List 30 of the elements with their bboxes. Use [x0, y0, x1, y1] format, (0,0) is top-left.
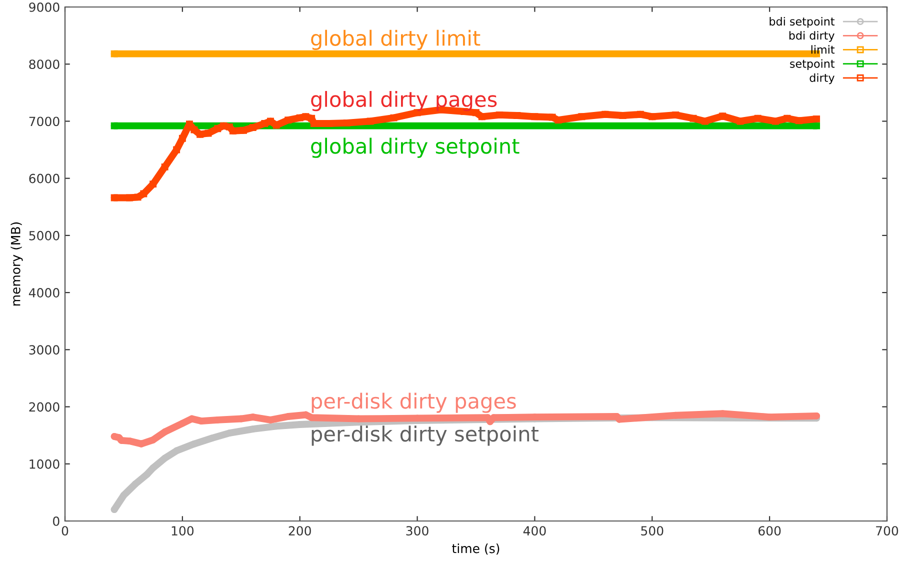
x-tick-label: 400	[523, 526, 546, 536]
x-tick-label: 500	[641, 526, 664, 536]
y-tick-label: 9000	[29, 2, 60, 12]
y-tick-label: 6000	[29, 174, 60, 184]
legend-label: limit	[811, 45, 835, 54]
legend-label: bdi setpoint	[770, 17, 835, 28]
x-tick-label: 300	[406, 526, 428, 536]
x-axis-title: time (s)	[452, 544, 500, 555]
x-tick-label: 0	[62, 526, 68, 536]
x-tick-label: 200	[288, 526, 311, 536]
annotation: global dirty setpoint	[311, 138, 520, 158]
x-tick-label: 100	[172, 526, 194, 536]
y-tick-label: 8000	[29, 60, 60, 70]
legend-label: setpoint	[790, 59, 835, 70]
x-tick-label: 700	[876, 526, 898, 536]
annotation: global dirty pages	[311, 90, 497, 112]
annotation: per-disk dirty pages	[312, 392, 516, 413]
annotation: per-disk dirty setpoint	[312, 426, 538, 446]
legend-label: bdi dirty	[789, 31, 834, 42]
y-tick-label: 3000	[29, 345, 60, 355]
y-tick-label: 1000	[30, 459, 60, 469]
y-tick-label: 2000	[29, 402, 60, 412]
x-tick-label: 600	[758, 526, 781, 536]
y-axis-title: memory (MB)	[10, 222, 23, 306]
legend-label: dirty	[810, 73, 834, 84]
annotation: global dirty limit	[311, 30, 480, 50]
y-tick-label: 7000	[29, 116, 60, 126]
y-tick-label: 4000	[28, 288, 60, 298]
y-tick-label: 5000	[29, 230, 60, 240]
y-tick-label: 0	[53, 516, 60, 526]
